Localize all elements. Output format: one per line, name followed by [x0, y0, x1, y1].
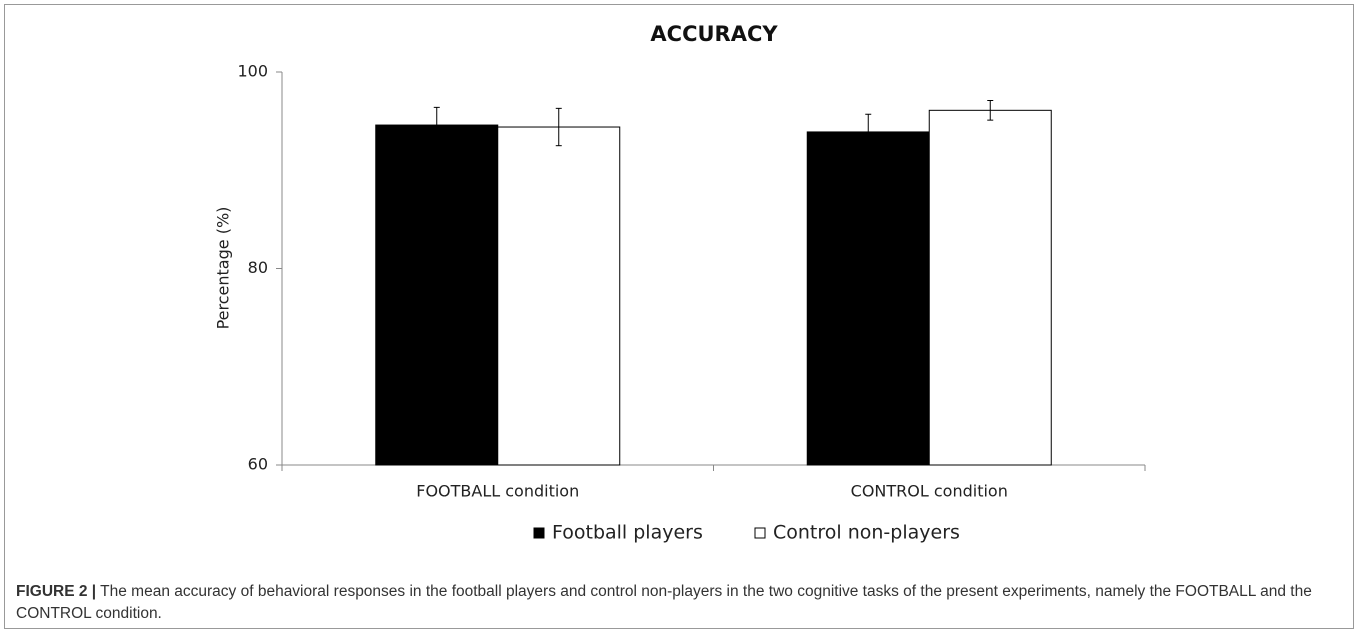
legend-swatch	[754, 527, 766, 539]
legend-swatch	[533, 527, 545, 539]
caption-label: FIGURE 2 |	[16, 583, 97, 600]
frame	[4, 4, 1354, 629]
legend-label: Control non-players	[773, 522, 960, 544]
error-bar	[987, 99, 994, 121]
y-tick-label: 80	[248, 258, 268, 277]
x-tick-label: CONTROL condition	[851, 482, 1008, 501]
error-bar	[433, 106, 440, 144]
caption-text: The mean accuracy of behavioral response…	[16, 583, 1312, 622]
bar	[375, 124, 499, 466]
error-bar	[865, 113, 872, 151]
legend-label: Football players	[552, 522, 703, 544]
bar	[928, 109, 1052, 466]
bar	[806, 131, 930, 466]
chart-title: ACCURACY	[650, 22, 778, 46]
caption: FIGURE 2 | The mean accuracy of behavior…	[16, 581, 1341, 625]
bar	[497, 126, 621, 466]
y-tick-label: 100	[237, 62, 268, 81]
y-tick-label: 60	[248, 455, 268, 474]
x-tick-label: FOOTBALL condition	[416, 482, 579, 501]
error-bar	[555, 107, 562, 147]
y-axis-label: Percentage (%)	[214, 207, 233, 330]
